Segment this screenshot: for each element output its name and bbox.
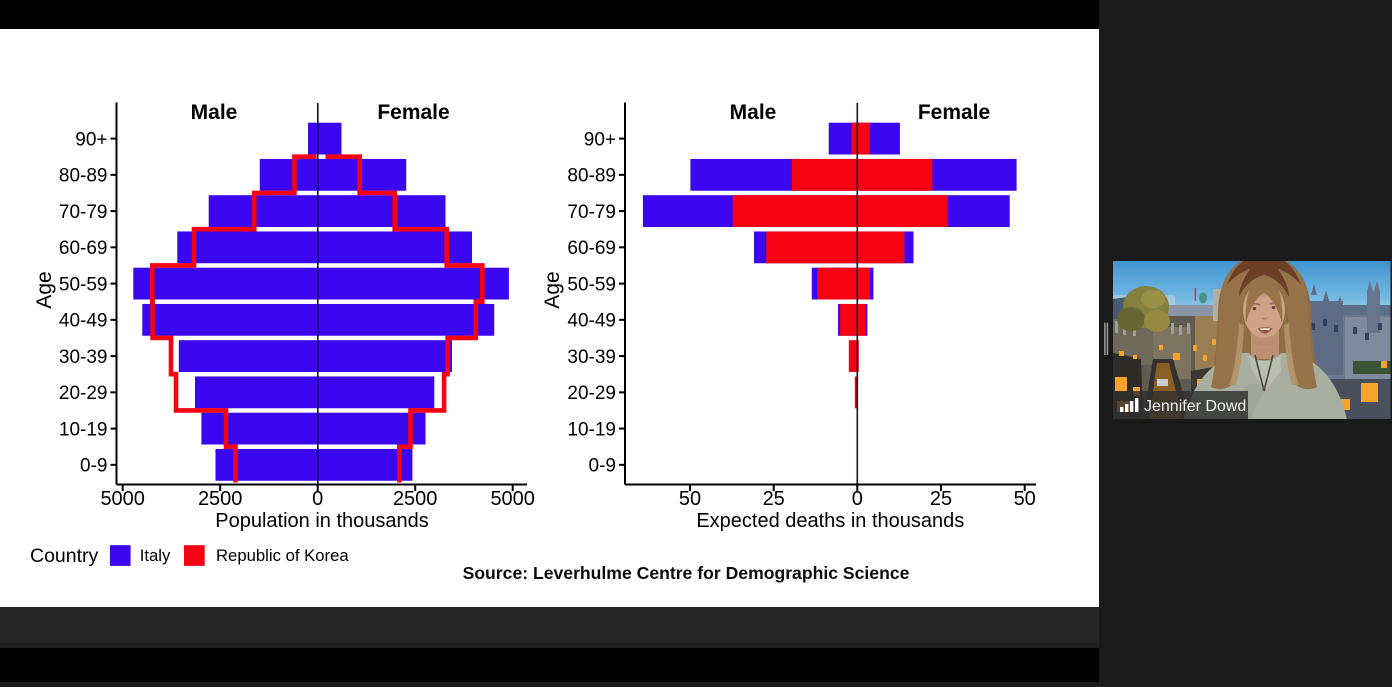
- svg-text:10-19: 10-19: [59, 419, 108, 440]
- svg-text:30-39: 30-39: [59, 347, 108, 368]
- svg-text:70-79: 70-79: [567, 202, 616, 223]
- svg-text:Source: Leverhulme Centre for: Source: Leverhulme Centre for Demographi…: [463, 563, 910, 583]
- svg-text:60-69: 60-69: [59, 238, 108, 259]
- svg-text:50: 50: [1014, 488, 1036, 510]
- svg-text:2500: 2500: [198, 488, 243, 510]
- svg-text:Male: Male: [730, 101, 777, 124]
- svg-text:70-79: 70-79: [59, 202, 108, 223]
- svg-text:60-69: 60-69: [567, 238, 616, 259]
- svg-text:5000: 5000: [100, 488, 145, 510]
- svg-text:Country: Country: [30, 545, 99, 567]
- svg-text:Age: Age: [541, 271, 564, 308]
- svg-text:50-59: 50-59: [567, 274, 616, 295]
- svg-text:Female: Female: [918, 101, 990, 124]
- svg-text:40-49: 40-49: [59, 311, 108, 332]
- svg-text:50: 50: [679, 488, 701, 510]
- svg-text:50-59: 50-59: [59, 274, 108, 295]
- svg-text:Age: Age: [33, 271, 56, 308]
- svg-text:40-49: 40-49: [567, 311, 616, 332]
- svg-text:Republic of Korea: Republic of Korea: [216, 546, 349, 565]
- svg-text:20-29: 20-29: [567, 383, 616, 404]
- svg-text:Expected deaths in thousands: Expected deaths in thousands: [696, 510, 964, 532]
- svg-text:20-29: 20-29: [59, 383, 108, 404]
- svg-text:Female: Female: [377, 101, 449, 124]
- svg-text:80-89: 80-89: [59, 166, 108, 187]
- svg-text:30-39: 30-39: [567, 347, 616, 368]
- svg-text:0: 0: [312, 488, 323, 510]
- svg-text:80-89: 80-89: [567, 166, 616, 187]
- svg-text:25: 25: [763, 488, 785, 510]
- svg-text:0-9: 0-9: [80, 456, 107, 477]
- svg-text:Male: Male: [191, 101, 238, 124]
- svg-text:2500: 2500: [393, 488, 438, 510]
- svg-text:0: 0: [852, 488, 863, 510]
- svg-text:0-9: 0-9: [589, 456, 616, 477]
- svg-text:5000: 5000: [490, 488, 535, 510]
- svg-text:90+: 90+: [75, 129, 107, 150]
- svg-text:Population in thousands: Population in thousands: [215, 510, 429, 532]
- svg-text:Italy: Italy: [140, 546, 171, 565]
- svg-text:Jennifer Dowd: Jennifer Dowd: [1144, 398, 1246, 415]
- svg-text:10-19: 10-19: [567, 419, 616, 440]
- svg-text:25: 25: [930, 488, 952, 510]
- svg-text:90+: 90+: [584, 129, 616, 150]
